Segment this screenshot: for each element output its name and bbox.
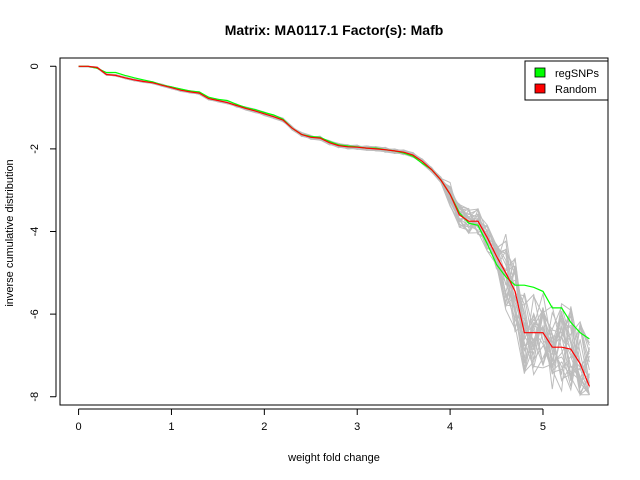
random-sim-line xyxy=(78,66,590,383)
random-sim-line xyxy=(78,65,590,396)
random-sim-line xyxy=(78,65,590,369)
legend-box xyxy=(524,60,609,101)
x-tick-label: 5 xyxy=(540,421,546,433)
random-sim-line xyxy=(78,65,590,395)
x-axis-label: weight fold change xyxy=(287,452,380,464)
y-tick-label: -2 xyxy=(29,144,41,154)
x-tick-label: 4 xyxy=(447,421,453,433)
legend-swatch-regsnps xyxy=(534,67,546,78)
x-tick-label: 3 xyxy=(354,421,360,433)
random-sim-line xyxy=(78,65,590,395)
chart-title: Matrix: MA0117.1 Factor(s): Mafb xyxy=(225,22,444,38)
random-sim-line xyxy=(78,65,590,380)
legend-label-random: Random xyxy=(555,84,597,96)
random-sim-line xyxy=(78,65,590,395)
tick-labels: 0 1 2 3 4 5 0 -2 -4 -6 -8 xyxy=(29,63,546,433)
y-tick-label: -4 xyxy=(29,227,41,237)
random-sim-line xyxy=(78,65,590,395)
axes xyxy=(55,57,609,410)
legend-swatch-random xyxy=(534,83,546,94)
random-sim-line xyxy=(78,65,590,384)
x-tick-label: 0 xyxy=(76,421,82,433)
random-sim-line xyxy=(78,65,590,396)
random-sim-line xyxy=(78,65,590,388)
random-sim-line xyxy=(78,65,590,379)
y-tick-label: -6 xyxy=(29,309,41,319)
plot-frame xyxy=(59,57,609,406)
series-line-random xyxy=(78,65,590,387)
random-background-lines xyxy=(78,65,590,397)
random-sim-line xyxy=(78,66,590,392)
y-tick-label: 0 xyxy=(29,63,41,69)
random-sim-line xyxy=(78,65,590,386)
x-tick-label: 1 xyxy=(168,421,174,433)
x-tick-label: 2 xyxy=(261,421,267,433)
y-tick-label: -8 xyxy=(29,392,41,402)
random-sim-line xyxy=(78,65,590,377)
y-axis-label: inverse cumulative distribution xyxy=(4,159,16,306)
random-sim-line xyxy=(78,66,590,397)
random-sim-line xyxy=(78,65,590,397)
random-sim-line xyxy=(78,65,590,395)
series-lines xyxy=(78,65,590,387)
legend-label-regsnps: regSNPs xyxy=(555,68,600,80)
random-sim-line xyxy=(78,65,590,383)
random-sim-line xyxy=(78,65,590,389)
random-sim-line xyxy=(78,65,590,382)
random-sim-line xyxy=(78,65,590,387)
legend: regSNPs Random xyxy=(524,60,609,101)
random-sim-line xyxy=(78,66,590,395)
random-sim-line xyxy=(78,65,590,396)
